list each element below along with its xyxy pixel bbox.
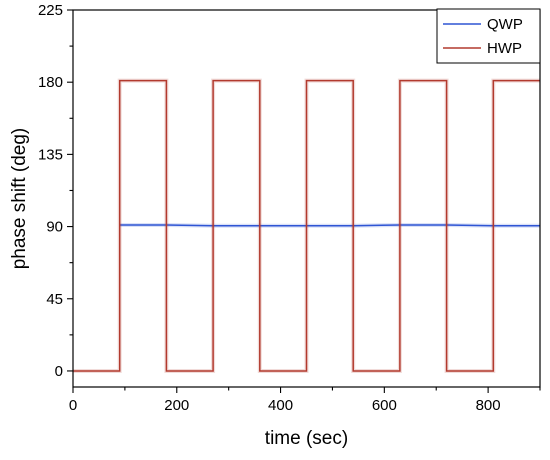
- plot-frame: [72, 9, 541, 388]
- x-axis-title: time (sec): [265, 428, 348, 449]
- series-line-hwp: [73, 79, 540, 372]
- legend-label-qwp: QWP: [487, 16, 523, 33]
- x-tick-label: 600: [372, 397, 397, 414]
- legend-box: [436, 8, 541, 64]
- y-tick-label: 45: [46, 291, 63, 308]
- y-tick-label: 135: [38, 146, 63, 163]
- series-layer: [73, 78, 540, 373]
- legend: QWP HWP: [436, 8, 541, 64]
- x-tick-label: 200: [164, 397, 189, 414]
- tick-layer: 0 200 400 600 800 0 45 90 135 180 225: [38, 2, 541, 414]
- x-tick-label: 400: [268, 397, 293, 414]
- y-tick-label: 180: [38, 74, 63, 91]
- x-tick-label: 800: [476, 397, 501, 414]
- y-tick-label: 225: [38, 2, 63, 19]
- x-tick-label: 0: [69, 397, 77, 414]
- y-tick-label: 90: [46, 219, 63, 236]
- series-line-qwp: [119, 224, 540, 227]
- y-tick-label: 0: [55, 363, 63, 380]
- legend-label-hwp: HWP: [487, 40, 522, 57]
- y-axis-title: phase shift (deg): [9, 128, 30, 270]
